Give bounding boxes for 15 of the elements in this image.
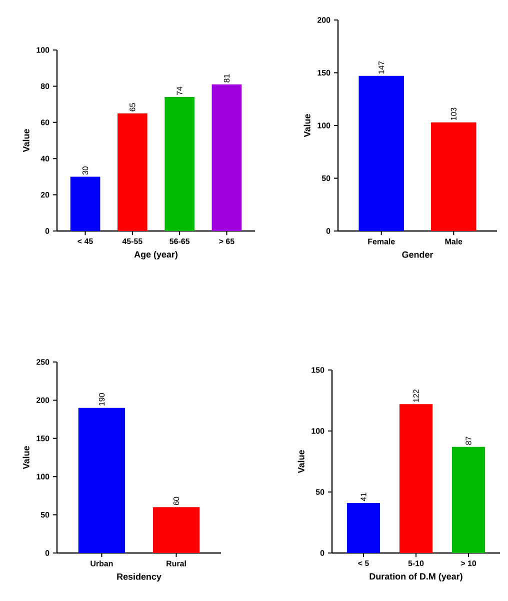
bar	[164, 97, 194, 231]
x-axis-title: Age (year)	[134, 250, 178, 260]
bar	[346, 502, 380, 553]
bar	[399, 404, 433, 553]
bar	[70, 176, 100, 231]
y-axis-title: Value	[22, 129, 30, 152]
bar	[452, 446, 486, 553]
bar	[212, 84, 242, 231]
y-axis-title: Value	[22, 446, 30, 470]
x-axis-title: Residency	[117, 573, 162, 582]
y-axis-title: Value	[298, 450, 304, 474]
x-axis-title: Gender	[402, 251, 434, 258]
y-axis-title: Value	[304, 114, 310, 138]
x-axis-title: Duration of D.M (year)	[370, 572, 462, 582]
bar	[118, 113, 148, 231]
